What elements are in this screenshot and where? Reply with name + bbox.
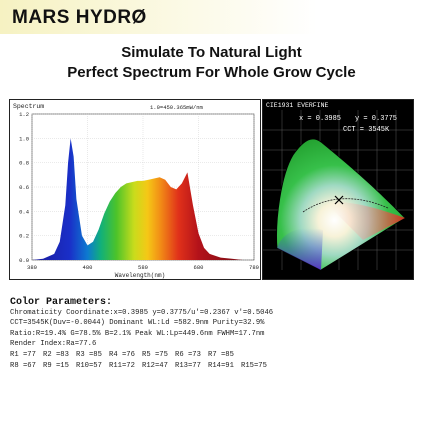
spectrum-x-tick-label: 580 <box>138 264 148 271</box>
logo-band: MARS HYDRØ <box>0 0 423 34</box>
spectrum-y-tick-label: 0.0 <box>19 257 29 264</box>
cie-chart-panel: CIE1931 EVERFINE x = 0.3985 y = 0.3775 C… <box>262 99 414 280</box>
render-index-row-1: R1 =77 R2 =83 R3 =85 R4 =76 R5 =75 R6 =7… <box>10 350 420 362</box>
spectrum-x-tick-label: 380 <box>27 264 37 271</box>
spectrum-x-tick-label: 480 <box>83 264 93 271</box>
render-index-value: R7 =85 <box>208 350 234 359</box>
param-line: Ratio:R=19.4% G=78.5% B=2.1% Peak WL:Lp=… <box>10 329 265 338</box>
chromaticity-marker-icon <box>334 195 344 205</box>
spectrum-scale-note: 1.0=450.365mW/nm <box>150 104 204 111</box>
render-index-value: R11=72 <box>109 362 135 371</box>
render-index-value: R4 =76 <box>109 350 135 359</box>
render-index-value: R1 =77 <box>10 350 36 359</box>
param-line: Chromaticity Coordinate:x=0.3985 y=0.377… <box>10 309 274 317</box>
brand-logo: MARS HYDRØ <box>12 7 147 28</box>
render-index-value: R13=77 <box>175 362 201 371</box>
render-index-value: R8 =67 <box>10 362 36 371</box>
headline-line-1: Simulate To Natural Light <box>121 44 302 61</box>
cie-red-region <box>325 201 405 240</box>
render-index-value: R9 =15 <box>43 362 69 371</box>
render-index-value: R5 =75 <box>142 350 168 359</box>
cie-panel-label: CIE1931 EVERFINE <box>266 102 329 109</box>
spectrum-chart-panel: 1.2 1.0 0.8 0.6 0.4 0.2 0.0 380 480 580 680 780 Spe… <box>9 99 261 280</box>
spectrum-y-tick-label: 0.8 <box>19 160 29 167</box>
cie-blue-region <box>277 228 323 270</box>
render-index-value: R3 =85 <box>76 350 102 359</box>
param-line: Render Index:Ra=77.6 <box>10 340 97 349</box>
cie-x-value: x = 0.3985 <box>299 115 341 123</box>
render-index-value <box>241 350 289 362</box>
render-index-value: R6 =73 <box>175 350 201 359</box>
render-index-value: R2 =83 <box>43 350 69 359</box>
spectrum-y-tick-label: 1.0 <box>19 135 29 142</box>
render-index-value: R10=57 <box>76 362 102 371</box>
planckian-locus <box>302 198 389 213</box>
cie-chart: CIE1931 EVERFINE x = 0.3985 y = 0.3775 C… <box>263 102 413 279</box>
color-parameters-title: Color Parameters: <box>10 297 113 308</box>
spectrum-y-tick-label: 0.6 <box>19 184 29 191</box>
render-index-value: R15=75 <box>241 362 267 371</box>
spectrum-panel-label: Spectrum <box>13 103 44 110</box>
spectrum-area <box>32 138 254 260</box>
spectrum-x-tick-label: 680 <box>194 264 204 271</box>
spectrum-y-tick-label: 0.4 <box>19 208 30 215</box>
render-index-value: R12=47 <box>142 362 168 371</box>
color-parameters: Color Parameters: Chromaticity Coordinat… <box>10 297 420 373</box>
cie-cct-value: CCT = 3545K <box>343 126 390 134</box>
render-index-row-2: R8 =67 R9 =15 R10=57 R11=72 R12=47 R13=7… <box>10 361 420 373</box>
spectrum-x-tick-label: 780 <box>249 264 259 271</box>
param-line: CCT=3545K(Duv=-0.0044) Dominant WL:Ld =5… <box>10 319 265 328</box>
render-index-value: R14=91 <box>208 362 234 371</box>
spectrum-y-tick-label: 0.2 <box>19 233 29 240</box>
cie-y-value: y = 0.3775 <box>355 115 397 123</box>
spectrum-y-tick-label: 1.2 <box>19 111 29 118</box>
headline-line-2: Perfect Spectrum For Whole Grow Cycle <box>67 64 356 81</box>
spectrum-x-axis-label: Wavelength(nm) <box>115 272 165 279</box>
